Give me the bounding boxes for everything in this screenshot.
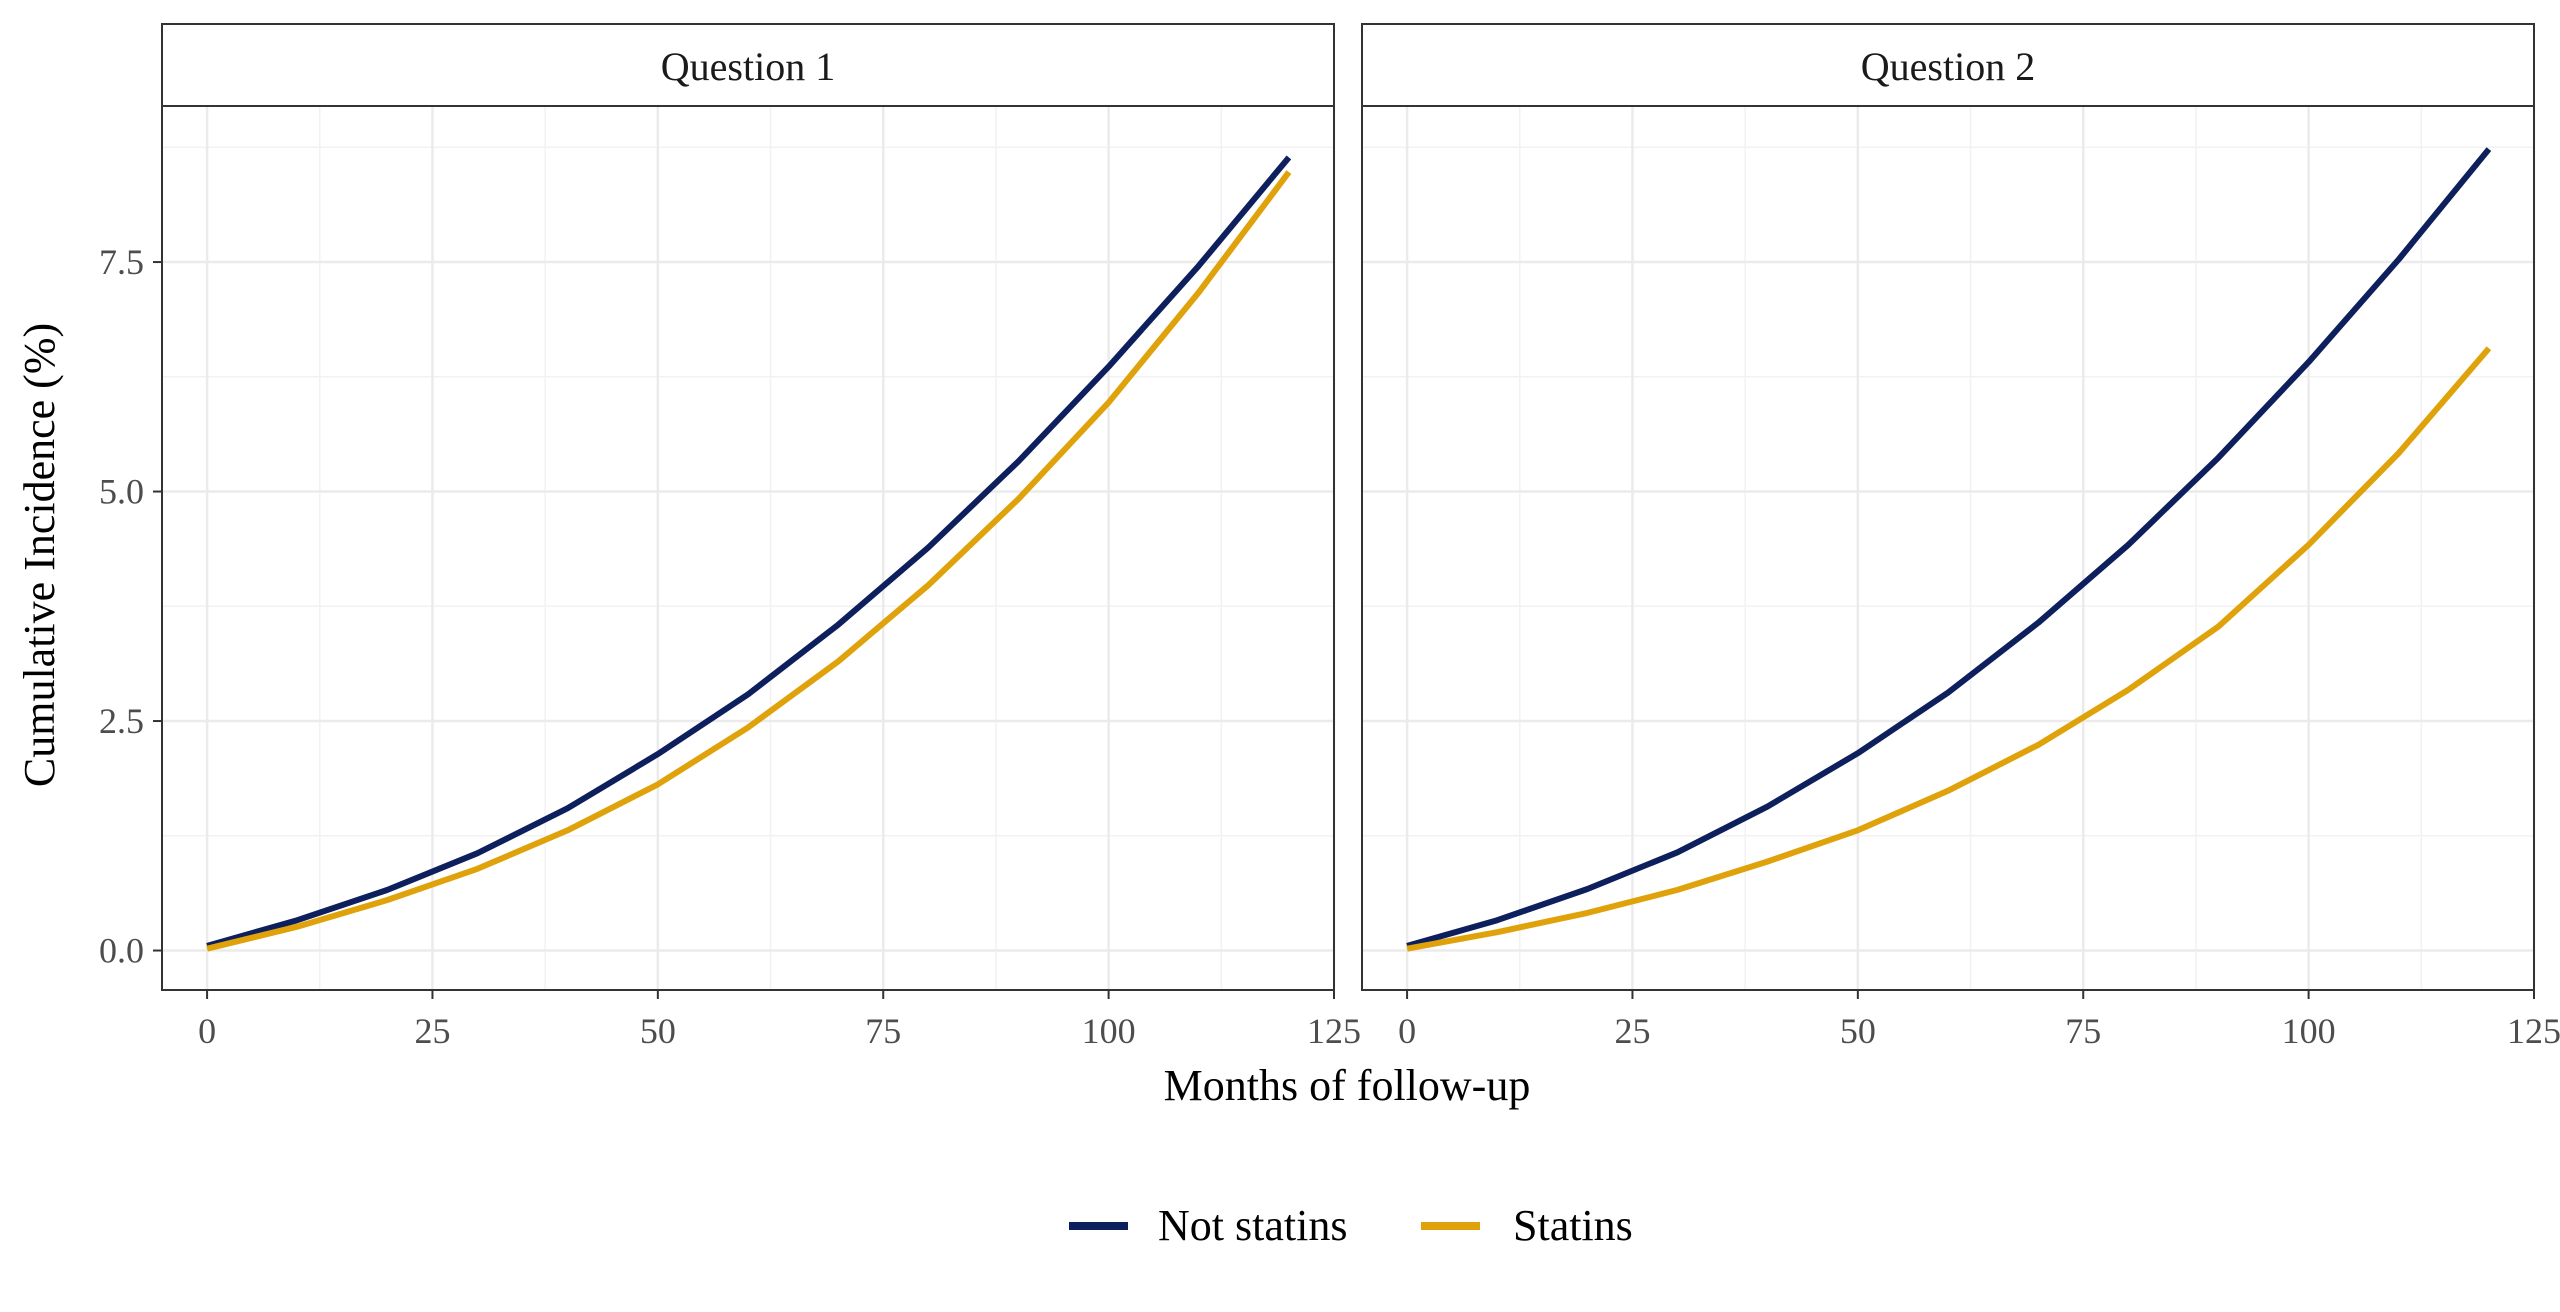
panel-1: Question 1	[161, 23, 1336, 991]
x-tick-label: 25	[414, 1011, 450, 1051]
panel-background	[1362, 106, 2534, 990]
y-axis: 0.0 2.5 5.0 7.5	[99, 242, 162, 971]
series-line-not-statins	[206, 155, 1292, 949]
legend-label: Statins	[1513, 1201, 1633, 1250]
panels: Question 1 Question 2	[161, 23, 2536, 991]
x-tick-label: 50	[1840, 1011, 1876, 1051]
series-line-not-statins	[1406, 147, 2492, 949]
x-tick-label: 25	[1614, 1011, 1650, 1051]
series-line-statins	[1406, 346, 2492, 952]
series-line-statins	[206, 170, 1292, 952]
y-tick-label: 2.5	[99, 701, 144, 741]
x-tick-label: 0	[198, 1011, 216, 1051]
x-tick-label: 50	[640, 1011, 676, 1051]
facet-strip	[161, 23, 1335, 107]
facet-strip	[1361, 23, 2535, 107]
x-tick-label: 75	[865, 1011, 901, 1051]
x-tick-label: 125	[2507, 1011, 2560, 1051]
y-tick-label: 7.5	[99, 242, 144, 282]
y-tick-label: 0.0	[99, 931, 144, 971]
legend-item-not-statins: Not statins	[1069, 1201, 1347, 1250]
x-tick-label: 100	[1082, 1011, 1136, 1051]
y-tick-label: 5.0	[99, 472, 144, 512]
x-tick-label: 125	[1307, 1011, 1361, 1051]
x-tick-label: 0	[1398, 1011, 1416, 1051]
x-tick-label: 100	[2282, 1011, 2336, 1051]
x-tick-label: 75	[2065, 1011, 2101, 1051]
x-axis-title: Months of follow-up	[1164, 1061, 1531, 1110]
panel-2: Question 2	[1361, 23, 2536, 991]
legend-item-statins: Statins	[1421, 1201, 1633, 1250]
legend-label: Not statins	[1158, 1201, 1347, 1250]
facet-title: Question 1	[661, 44, 835, 89]
legend: Not statins Statins	[1069, 1201, 1633, 1250]
x-axes: 0 25 50 75 100 125 0 25 50 75 100 125	[198, 990, 2560, 1051]
facet-title: Question 2	[1861, 44, 2035, 89]
panel-background	[162, 106, 1334, 990]
y-axis-title: Cumulative Incidence (%)	[15, 323, 64, 787]
